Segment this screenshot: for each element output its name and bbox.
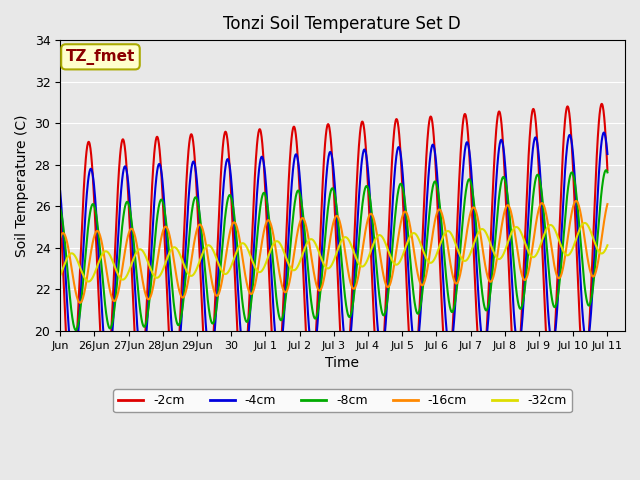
-2cm <box>543 348 551 354</box>
-8cm <box>142 320 150 326</box>
-8cm <box>320 253 328 259</box>
-32cm <box>543 225 551 231</box>
-4cm <box>320 215 328 221</box>
-16cm <box>463 228 471 234</box>
Text: TZ_fmet: TZ_fmet <box>66 49 135 65</box>
-8cm <box>597 198 605 204</box>
Legend: -2cm, -4cm, -8cm, -16cm, -32cm: -2cm, -4cm, -8cm, -16cm, -32cm <box>113 389 572 412</box>
-32cm <box>463 257 471 263</box>
-32cm <box>580 220 588 226</box>
-4cm <box>597 148 605 154</box>
-16cm <box>56 235 64 241</box>
-2cm <box>68 390 76 396</box>
Y-axis label: Soil Temperature (C): Soil Temperature (C) <box>15 114 29 257</box>
-2cm <box>310 369 317 374</box>
-16cm <box>543 216 551 222</box>
-8cm <box>543 251 551 256</box>
X-axis label: Time: Time <box>325 356 359 370</box>
-32cm <box>56 273 64 279</box>
-8cm <box>463 182 471 188</box>
-2cm <box>56 204 64 209</box>
Line: -16cm: -16cm <box>60 201 607 303</box>
-4cm <box>56 188 64 194</box>
-2cm <box>463 120 471 126</box>
-16cm <box>310 266 317 272</box>
-4cm <box>310 352 317 358</box>
-2cm <box>320 163 328 168</box>
-4cm <box>543 295 551 301</box>
-4cm <box>600 130 608 135</box>
-8cm <box>56 205 64 211</box>
-32cm <box>142 254 150 260</box>
-16cm <box>142 293 150 299</box>
-32cm <box>310 238 317 243</box>
-8cm <box>72 327 80 333</box>
Line: -8cm: -8cm <box>60 170 607 330</box>
-16cm <box>572 198 580 204</box>
-8cm <box>604 169 611 175</box>
-32cm <box>604 242 611 248</box>
Title: Tonzi Soil Temperature Set D: Tonzi Soil Temperature Set D <box>223 15 461 33</box>
-16cm <box>597 240 605 246</box>
-2cm <box>597 104 605 109</box>
-2cm <box>142 315 150 321</box>
-32cm <box>320 261 328 267</box>
-8cm <box>602 168 610 173</box>
-16cm <box>604 201 611 207</box>
-8cm <box>310 312 317 317</box>
Line: -2cm: -2cm <box>60 104 607 393</box>
Line: -32cm: -32cm <box>60 223 607 281</box>
-16cm <box>76 300 84 306</box>
-4cm <box>70 363 77 369</box>
-4cm <box>604 151 611 157</box>
-16cm <box>320 277 328 283</box>
-4cm <box>142 335 150 340</box>
-32cm <box>85 278 93 284</box>
Line: -4cm: -4cm <box>60 132 607 366</box>
-32cm <box>597 251 605 256</box>
-2cm <box>598 101 605 107</box>
-4cm <box>463 139 471 145</box>
-2cm <box>604 168 611 173</box>
